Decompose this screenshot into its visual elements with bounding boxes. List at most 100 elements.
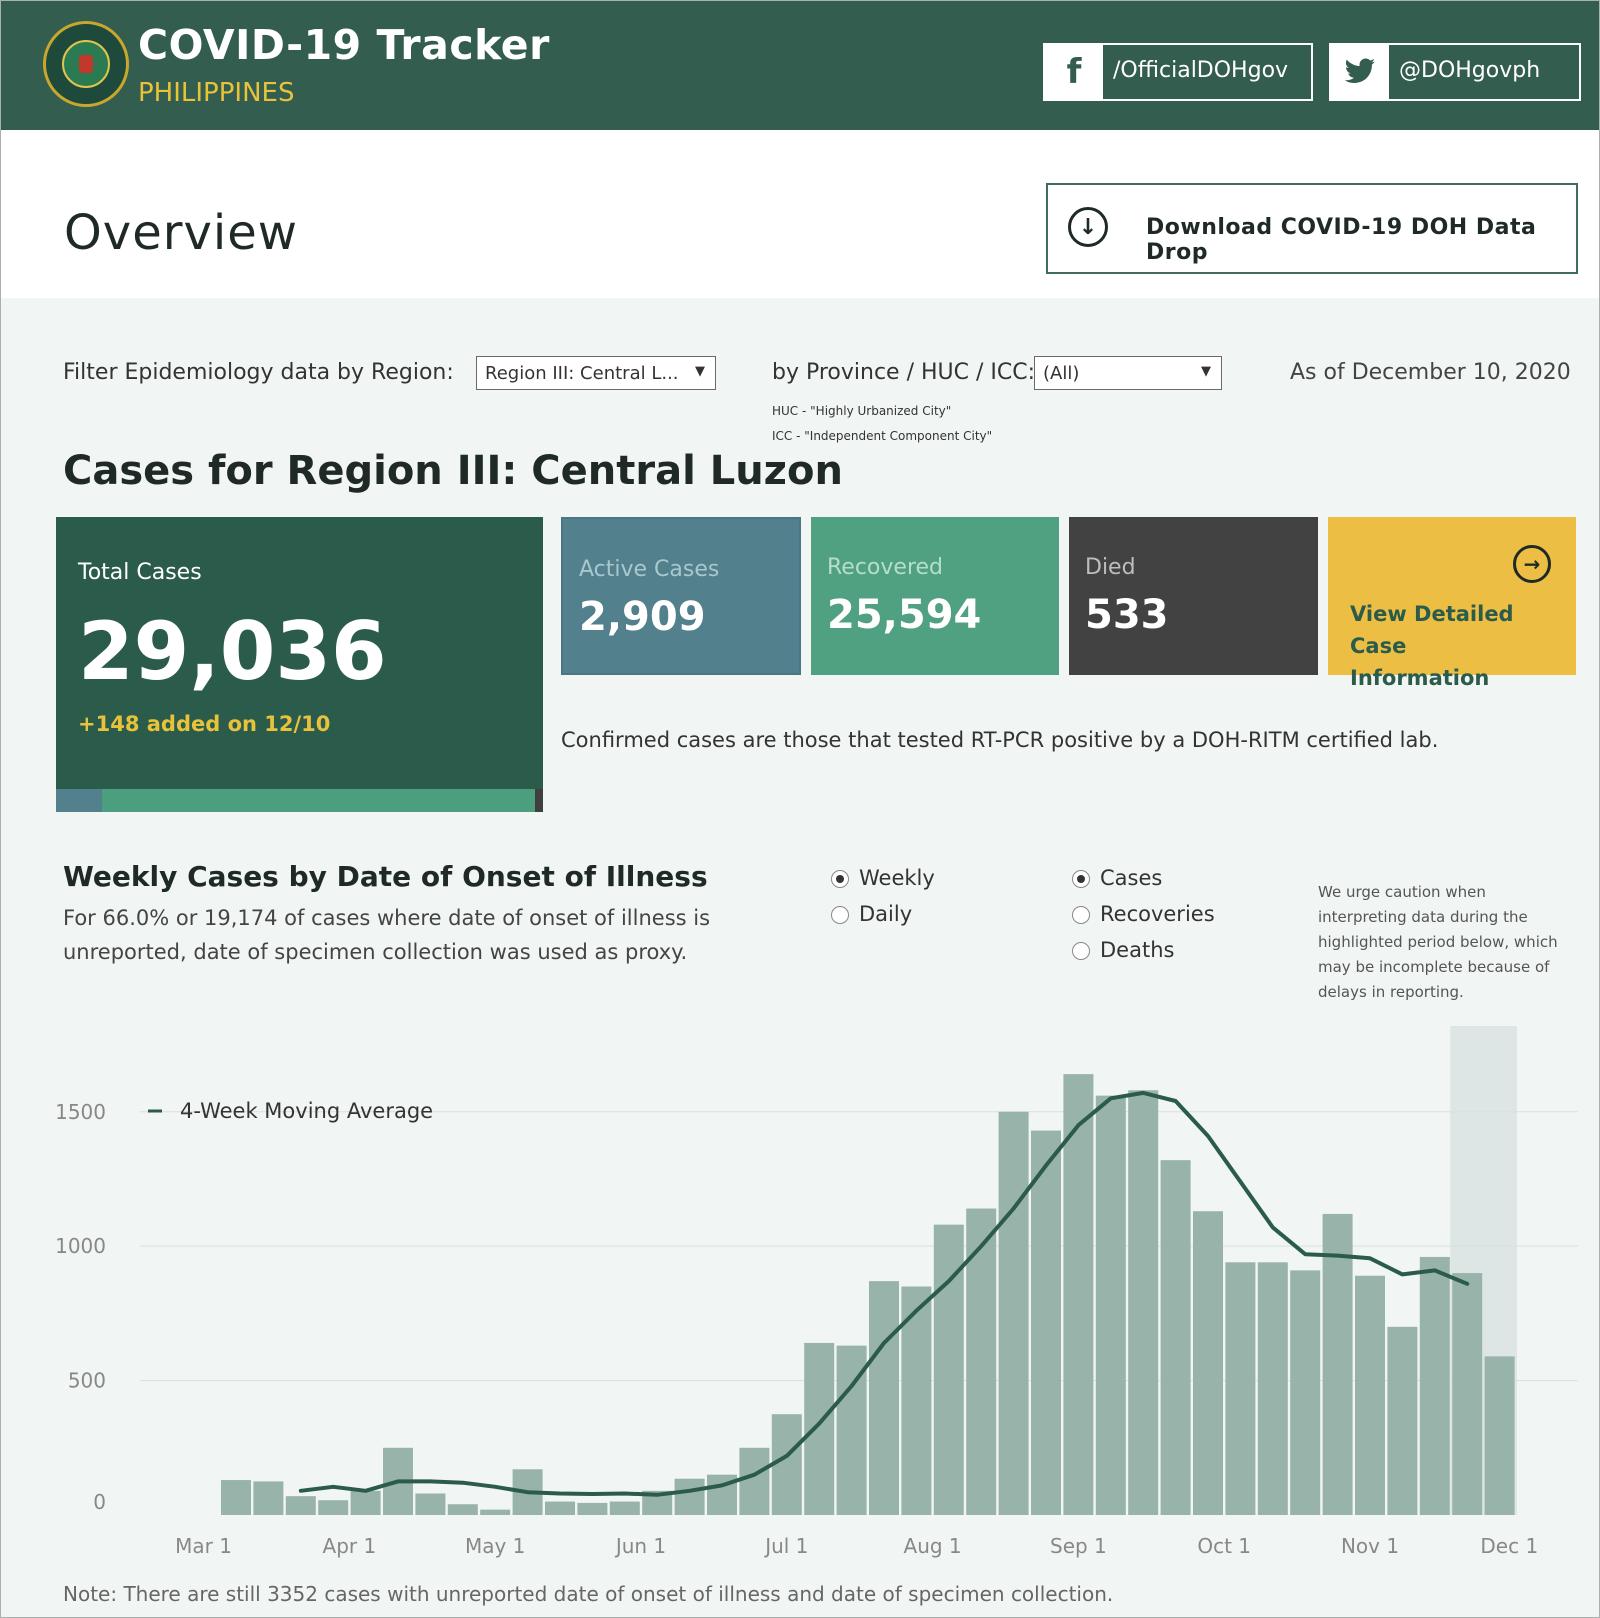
view-detailed-case-info-button[interactable]: → View Detailed Case Information bbox=[1328, 517, 1576, 690]
died-card: Died 533 bbox=[1069, 517, 1318, 675]
arrow-right-circle-icon: → bbox=[1513, 545, 1551, 583]
week-bar bbox=[998, 1111, 1029, 1515]
chevron-down-icon: ▼ bbox=[695, 364, 705, 379]
chart-footnote: Note: There are still 3352 cases with un… bbox=[63, 1582, 1114, 1606]
week-bar bbox=[1419, 1256, 1450, 1515]
week-bar bbox=[1355, 1275, 1385, 1515]
doh-seal-logo bbox=[43, 21, 129, 107]
week-bar bbox=[966, 1208, 997, 1515]
y-tick-label: 500 bbox=[68, 1369, 106, 1393]
x-tick-label: Jun 1 bbox=[614, 1534, 666, 1558]
recovered-card: Recovered 25,594 bbox=[811, 517, 1059, 675]
seal-emblem bbox=[79, 55, 93, 73]
week-bar bbox=[318, 1500, 349, 1515]
province-select[interactable]: (All) ▼ bbox=[1034, 356, 1222, 390]
week-bar bbox=[1225, 1262, 1256, 1515]
radio-weekly[interactable]: Weekly bbox=[831, 866, 935, 890]
province-filter-label: by Province / HUC / ICC: bbox=[772, 360, 1036, 385]
week-bar bbox=[1063, 1074, 1094, 1515]
recovered-value: 25,594 bbox=[827, 592, 982, 638]
download-data-drop-button[interactable]: ↓ Download COVID-19 DOH Data Drop bbox=[1046, 183, 1578, 274]
radio-unselected-icon bbox=[1072, 906, 1090, 924]
week-bar bbox=[1387, 1326, 1418, 1515]
legend-label: 4-Week Moving Average bbox=[180, 1099, 433, 1123]
radio-weekly-label: Weekly bbox=[859, 866, 935, 890]
week-bar bbox=[1484, 1356, 1515, 1515]
composition-active-segment bbox=[56, 789, 102, 812]
week-bar bbox=[674, 1478, 705, 1515]
radio-unselected-icon bbox=[831, 906, 849, 924]
download-label: Download COVID-19 DOH Data Drop bbox=[1146, 215, 1537, 265]
radio-daily[interactable]: Daily bbox=[831, 902, 912, 926]
radio-unselected-icon bbox=[1072, 942, 1090, 960]
week-bar bbox=[447, 1504, 478, 1515]
twitter-link[interactable]: @DOHgovph bbox=[1329, 43, 1581, 101]
radio-deaths-label: Deaths bbox=[1100, 938, 1175, 962]
x-tick-label: Dec 1 bbox=[1480, 1534, 1538, 1558]
week-bar bbox=[480, 1509, 511, 1515]
week-bar bbox=[804, 1342, 835, 1515]
as-of-date: As of December 10, 2020 bbox=[1290, 360, 1571, 385]
icc-note: ICC - "Independent Component City" bbox=[772, 429, 993, 443]
week-bar bbox=[577, 1502, 608, 1515]
y-tick-label: 1000 bbox=[55, 1234, 106, 1258]
died-label: Died bbox=[1085, 555, 1136, 580]
radio-cases[interactable]: Cases bbox=[1072, 866, 1162, 890]
x-tick-label: Aug 1 bbox=[904, 1534, 962, 1558]
week-bar bbox=[1095, 1095, 1126, 1515]
x-tick-label: Jul 1 bbox=[763, 1534, 808, 1558]
total-cases-value: 29,036 bbox=[78, 605, 387, 698]
weekly-chart-title: Weekly Cases by Date of Onset of Illness bbox=[63, 860, 708, 893]
y-tick-label: 1500 bbox=[55, 1100, 106, 1124]
week-bar bbox=[285, 1496, 316, 1515]
week-bar bbox=[1290, 1270, 1321, 1515]
radio-selected-icon bbox=[1072, 870, 1090, 888]
week-bar bbox=[869, 1281, 899, 1515]
moving-average-line bbox=[298, 1090, 1470, 1497]
facebook-link[interactable]: f /OfficialDOHgov bbox=[1043, 43, 1313, 101]
week-bar bbox=[739, 1447, 770, 1515]
app-title: COVID-19 Tracker bbox=[138, 21, 550, 69]
case-composition-bar bbox=[56, 789, 543, 812]
week-bar bbox=[221, 1480, 251, 1515]
week-bar bbox=[1031, 1130, 1061, 1515]
x-tick-label: Apr 1 bbox=[323, 1534, 377, 1558]
week-bar bbox=[1193, 1211, 1223, 1515]
view-detailed-label: View Detailed Case Information bbox=[1350, 602, 1514, 690]
radio-recoveries-label: Recoveries bbox=[1100, 902, 1215, 926]
radio-recoveries[interactable]: Recoveries bbox=[1072, 902, 1215, 926]
active-cases-card: Active Cases 2,909 bbox=[561, 517, 801, 675]
week-bar bbox=[1160, 1160, 1191, 1515]
weekly-chart-description: For 66.0% or 19,174 of cases where date … bbox=[63, 906, 711, 964]
region-select[interactable]: Region III: Central L... ▼ bbox=[476, 356, 716, 390]
region-select-value: Region III: Central L... bbox=[485, 363, 679, 384]
y-tick-label: 0 bbox=[93, 1490, 106, 1514]
week-bar bbox=[1452, 1273, 1483, 1515]
huc-note: HUC - "Highly Urbanized City" bbox=[772, 404, 952, 418]
week-bar bbox=[350, 1490, 381, 1515]
week-bar bbox=[1322, 1213, 1353, 1515]
app-subtitle: PHILIPPINES bbox=[138, 78, 295, 108]
week-bar bbox=[545, 1501, 575, 1515]
week-bar bbox=[253, 1481, 284, 1515]
seal-inner bbox=[62, 40, 110, 88]
caution-note: We urge caution when interpreting data d… bbox=[1318, 883, 1558, 1001]
active-cases-value: 2,909 bbox=[579, 594, 706, 640]
radio-deaths[interactable]: Deaths bbox=[1072, 938, 1174, 962]
composition-died-segment bbox=[535, 789, 543, 812]
recovered-label: Recovered bbox=[827, 555, 944, 580]
week-bar bbox=[609, 1501, 640, 1515]
twitter-icon bbox=[1331, 45, 1389, 99]
total-cases-added: +148 added on 12/10 bbox=[78, 712, 331, 736]
region-filter-label: Filter Epidemiology data by Region: bbox=[63, 360, 454, 385]
confirmed-cases-note: Confirmed cases are those that tested RT… bbox=[561, 728, 1439, 752]
facebook-icon: f bbox=[1045, 45, 1103, 99]
x-tick-label: Mar 1 bbox=[175, 1534, 232, 1558]
chevron-down-icon: ▼ bbox=[1201, 364, 1211, 379]
download-icon: ↓ bbox=[1068, 207, 1108, 247]
page-title: Overview bbox=[64, 205, 298, 261]
active-cases-label: Active Cases bbox=[579, 557, 720, 582]
radio-selected-icon bbox=[831, 870, 849, 888]
cases-region-title: Cases for Region III: Central Luzon bbox=[63, 448, 843, 494]
